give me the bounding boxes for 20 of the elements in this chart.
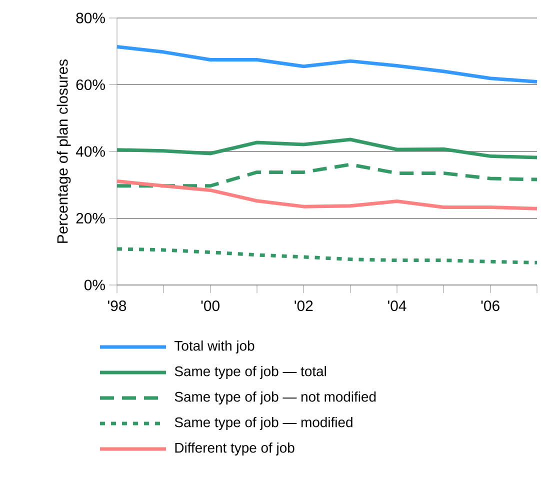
line-series [115,44,539,84]
y-tick-label: 60% [76,79,105,90]
x-tick-label: '06 [481,300,500,312]
line-series [115,138,539,160]
y-tick-label: 20% [76,212,105,224]
legend-label: Same type of job — total [174,366,326,379]
x-tick-label: '04 [388,300,406,312]
legend-label: Different type of job [175,442,294,456]
legend-label: Same type of job — not modified [174,391,376,404]
y-tick-label: 40% [76,146,105,157]
legend-label: Total with job [174,340,254,354]
x-tick-label: '00 [201,300,220,312]
y-axis-title: Percentage of plan closures [56,59,71,243]
line-series [115,247,539,264]
y-tick-label: 0% [84,280,105,290]
x-tick-label: '02 [294,300,313,312]
x-tick-label: '98 [108,300,126,312]
y-tick-label: 80% [76,12,105,24]
line-series [115,179,539,210]
legend-label: Same type of job — modified [174,416,352,430]
